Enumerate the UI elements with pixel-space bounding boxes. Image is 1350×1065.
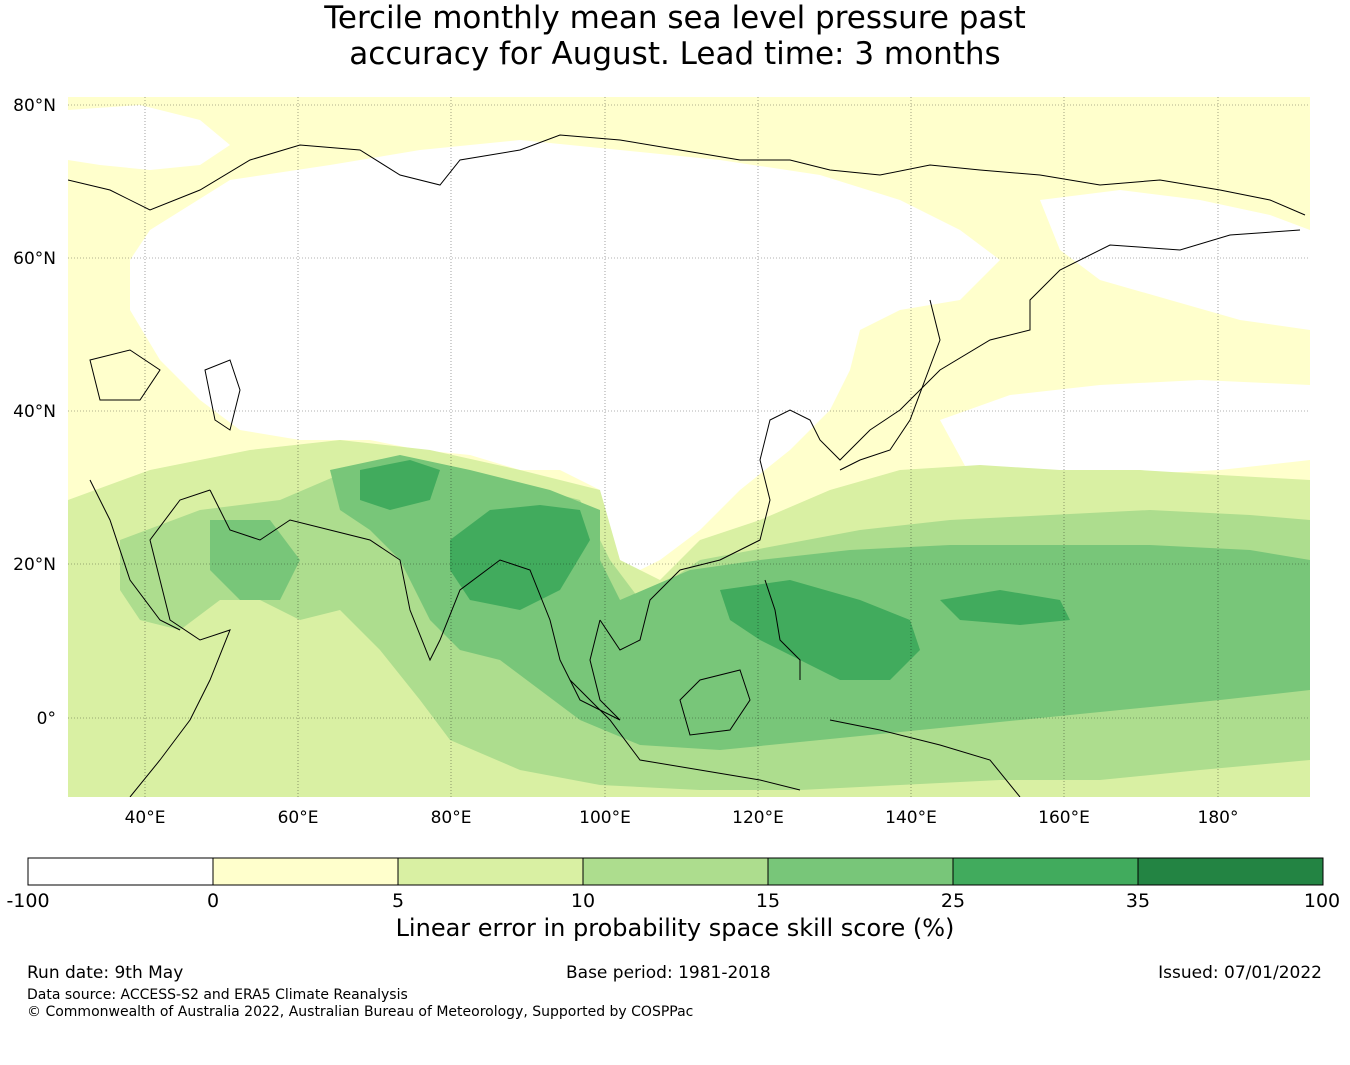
colorbar-swatch-4 [583,858,768,885]
region-skill-25-35-pacific [940,590,1070,625]
lon-label-40e: 40°E [125,808,166,828]
colorbar-frame [27,857,1324,886]
coastline-new-guinea [829,719,1021,797]
lon-tick-labels: 40°E 60°E 80°E 100°E 120°E 140°E 160°E 1… [125,808,1239,828]
colorbar-swatch-3 [398,858,583,885]
colorbar-swatch-5 [768,858,953,885]
colorbar-tick-label: -100 [6,890,49,912]
colorbar-swatch-6 [953,858,1138,885]
region-skill-negative [130,140,1000,580]
coastline-arabia-africa [129,489,231,797]
colorbar-title: Linear error in probability space skill … [395,914,955,942]
lat-label-80: 80°N [13,96,56,116]
run-date: Run date: 9th May [27,963,184,983]
lat-tick-labels: 80°N 60°N 40°N 20°N 0° [13,96,56,729]
lat-label-60: 60°N [13,249,56,269]
coastline-east-asia [599,229,1301,651]
region-skill-negative-pacific [940,380,1310,480]
coastline-red-sea [89,479,181,631]
lon-label-120e: 120°E [732,808,784,828]
gridlines [68,97,1310,797]
coastline-caspian [204,359,241,431]
colorbar-swatch-7 [1138,858,1323,885]
lat-label-40: 40°N [13,402,56,422]
colorbar-tick-label: 100 [1304,890,1340,912]
lon-label-160e: 160°E [1038,808,1090,828]
lon-label-180: 180° [1198,808,1239,828]
region-skill-25-35-philippines [720,580,920,680]
colorbar-tick-label: 35 [1126,890,1150,912]
lon-label-60e: 60°E [278,808,319,828]
lon-label-100e: 100°E [579,808,631,828]
colorbar-tick-label: 25 [941,890,965,912]
coastlines [68,134,1306,797]
lon-label-140e: 140°E [885,808,937,828]
coastline-south-asia [209,489,621,721]
lon-label-80e: 80°E [431,808,472,828]
chart-title: Tercile monthly mean sea level pressure … [0,0,1350,72]
region-skill-25-35 [360,460,440,510]
colorbar-tick-label: 5 [392,890,404,912]
colorbar-dividers [212,858,1139,885]
coastline-north-eurasia [68,134,1306,216]
region-skill-negative-nw [68,105,230,170]
coastline-sumatra-java [569,679,801,791]
region-skill-25-35-bengal [450,505,590,610]
colorbar: -100 0 5 10 15 25 35 100 [6,857,1340,912]
colorbar-tick-label: 10 [571,890,595,912]
colorbar-tick-label: 15 [756,890,780,912]
colorbar-tick-label: 0 [207,890,219,912]
lat-label-0: 0° [37,709,56,729]
region-skill-15-25-arabia [210,520,300,600]
region-skill-negative-ne [1040,190,1310,330]
title-line-1: Tercile monthly mean sea level pressure … [324,0,1026,36]
base-period: Base period: 1981-2018 [566,963,771,983]
lat-label-20: 20°N [13,555,56,575]
issued-date: Issued: 07/01/2022 [1158,963,1322,983]
coastline-philippines [764,579,801,680]
copyright: © Commonwealth of Australia 2022, Austra… [27,1004,694,1020]
title-line-2: accuracy for August. Lead time: 3 months [349,36,1001,72]
coastline-japan [839,299,941,471]
colorbar-swatch-2 [213,858,398,885]
map-plot-area [68,97,1310,797]
coastline-black-sea [89,349,161,401]
data-source: Data source: ACCESS-S2 and ERA5 Climate … [27,987,408,1003]
coastline-borneo [679,669,751,736]
colorbar-swatch-1 [28,858,213,885]
